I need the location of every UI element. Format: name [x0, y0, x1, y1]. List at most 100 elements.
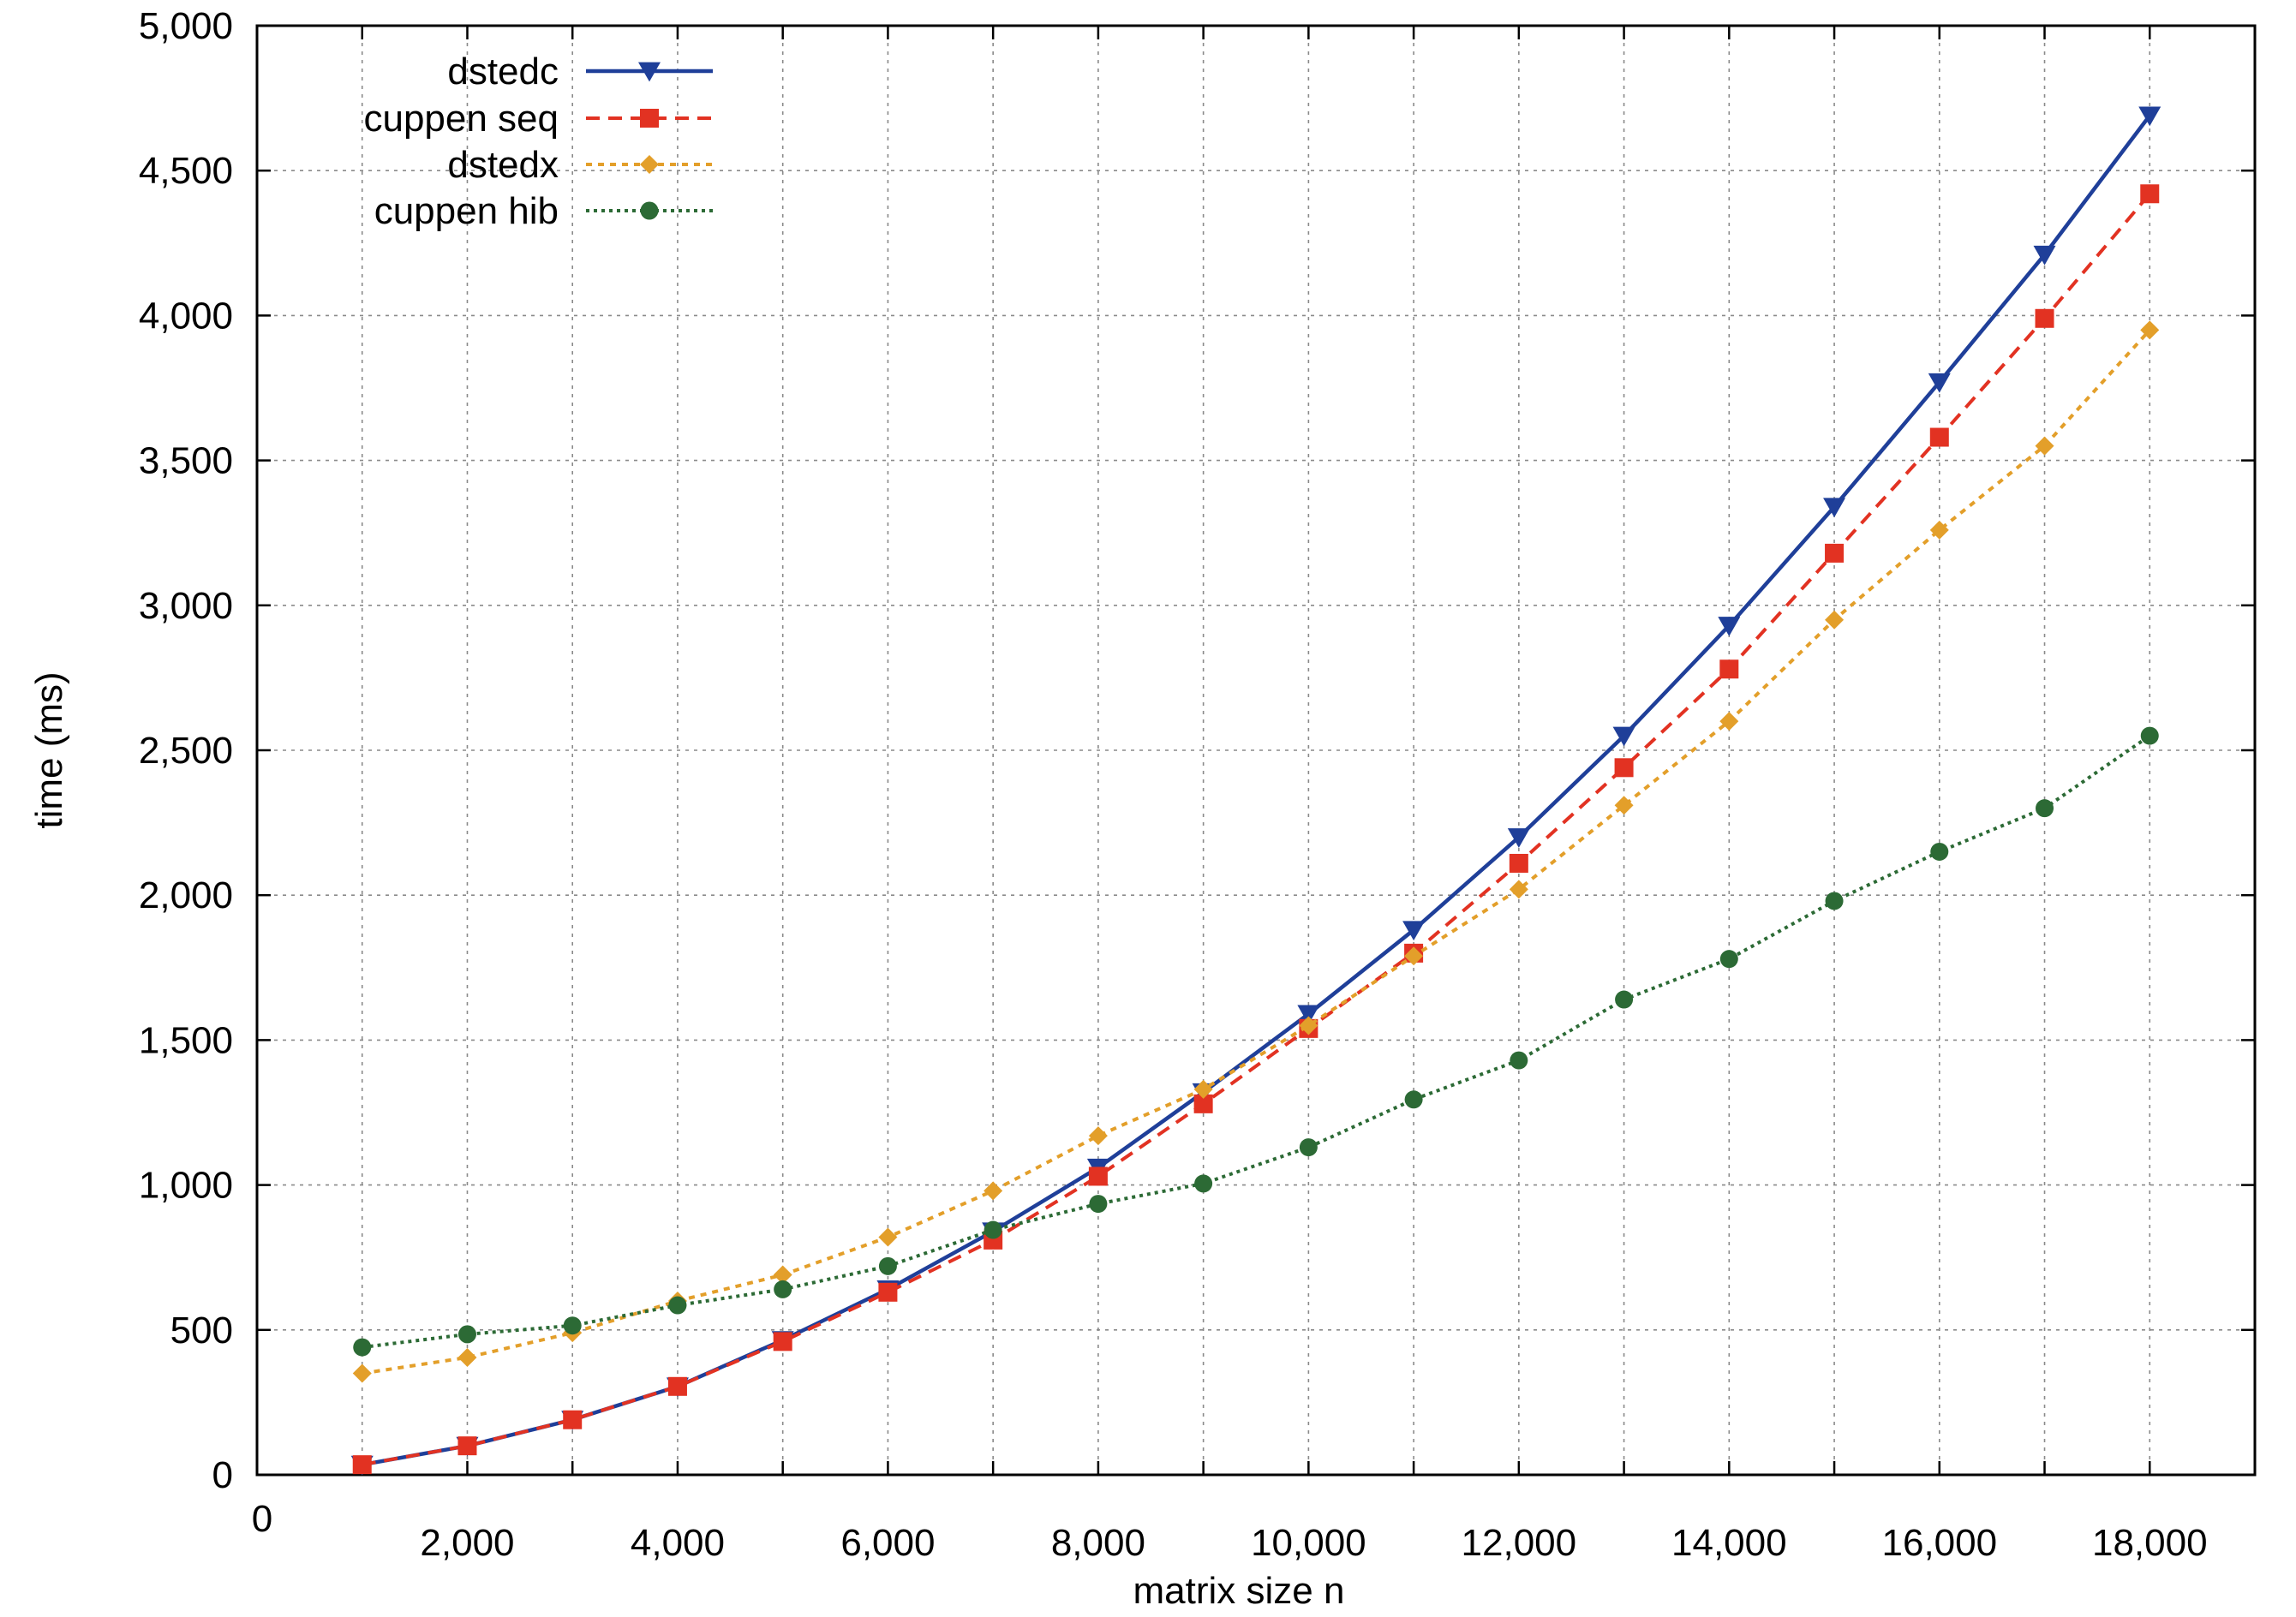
y-tick-label: 4,500 — [139, 150, 233, 192]
data-point — [773, 1332, 792, 1351]
data-point — [563, 1410, 583, 1429]
axis-ticks — [257, 24, 2255, 1477]
data-point — [2035, 308, 2054, 328]
x-tick-label: 10,000 — [1251, 1522, 1366, 1564]
x-tick-label: 8,000 — [1051, 1522, 1145, 1564]
data-point — [1299, 1016, 1318, 1035]
data-point — [1194, 1174, 1213, 1193]
legend-marker — [640, 201, 659, 220]
y-tick-labels: 0 500 1,000 1,500 2,000 2,500 3,000 3,500 4,000 4… — [139, 5, 233, 1496]
legend-marker — [640, 109, 659, 128]
data-point — [1088, 1167, 1108, 1186]
data-point — [1510, 1051, 1528, 1070]
legend-marker — [638, 62, 661, 82]
data-point — [2140, 184, 2160, 204]
data-point — [878, 1282, 898, 1302]
data-point — [878, 1256, 897, 1275]
data-point — [1193, 1079, 1213, 1099]
data-point — [457, 1347, 477, 1367]
data-point — [1089, 1195, 1108, 1214]
data-point — [1615, 990, 1634, 1009]
legend-label: dstedc — [447, 51, 559, 92]
y-tick-label: 4,000 — [139, 295, 233, 337]
series-line — [362, 114, 2152, 1467]
legend-label: cuppen hib — [374, 190, 559, 232]
data-point — [1507, 828, 1530, 848]
data-point — [1825, 892, 1844, 910]
x-tick-label: 16,000 — [1882, 1522, 1998, 1564]
data-point — [1614, 796, 1634, 815]
data-point — [878, 1227, 898, 1247]
series-cuppen-hib — [353, 726, 2159, 1357]
data-point — [984, 1220, 1002, 1239]
y-axis-title: time (ms) — [28, 671, 70, 828]
series-line — [362, 328, 2151, 1375]
legend-marker — [640, 155, 659, 174]
x-tick-label: 12,000 — [1462, 1522, 1577, 1564]
data-point — [352, 1363, 372, 1383]
data-point — [457, 1436, 477, 1456]
x-tick-label: 4,000 — [631, 1522, 725, 1564]
y-tick-label: 3,000 — [139, 585, 233, 627]
y-tick-label: 5,000 — [139, 5, 233, 47]
data-point — [2033, 245, 2056, 266]
y-tick-label: 2,000 — [139, 874, 233, 916]
data-point — [2036, 799, 2054, 818]
grid — [257, 26, 2255, 1475]
data-point — [1297, 1005, 1320, 1025]
y-tick-label: 1,000 — [139, 1165, 233, 1207]
data-point — [1193, 1094, 1213, 1113]
data-point — [1404, 946, 1424, 966]
y-tick-label: 0 — [212, 1454, 233, 1496]
data-point — [1614, 758, 1634, 778]
x-origin-label: 0 — [252, 1498, 272, 1540]
data-point — [2035, 436, 2054, 456]
data-point — [2140, 726, 2159, 745]
data-point — [1719, 659, 1739, 679]
data-point — [1509, 853, 1528, 873]
legend-entry: cuppen hib — [374, 190, 713, 232]
data-point — [1823, 498, 1846, 518]
data-point — [2138, 106, 2161, 127]
x-tick-labels: 2,000 4,000 6,000 8,000 10,000 12,000 14,000 16… — [420, 1522, 2207, 1564]
data-point — [774, 1280, 792, 1298]
x-tick-label: 14,000 — [1671, 1522, 1787, 1564]
data-point — [563, 1316, 582, 1335]
legend-entry: dstedc — [447, 51, 713, 92]
series-line — [362, 192, 2151, 1467]
series-line — [362, 734, 2151, 1350]
data-point — [1718, 617, 1741, 636]
legend-entry: cuppen seq — [363, 98, 713, 140]
data-point — [1930, 842, 1949, 861]
data-point — [1929, 427, 1949, 447]
x-tick-label: 6,000 — [840, 1522, 935, 1564]
y-tick-label: 3,500 — [139, 440, 233, 482]
y-tick-label: 2,500 — [139, 730, 233, 772]
x-tick-label: 2,000 — [420, 1522, 514, 1564]
data-point — [1404, 1090, 1423, 1109]
data-point — [1825, 610, 1845, 629]
data-point — [1825, 543, 1845, 563]
data-point — [1719, 712, 1739, 731]
legend-entry: dstedx — [447, 144, 713, 186]
data-point — [984, 1181, 1003, 1201]
legend-label: cuppen seq — [363, 98, 559, 140]
data-point — [773, 1265, 792, 1285]
data-point — [1299, 1138, 1318, 1157]
data-point — [352, 1455, 372, 1475]
data-point — [457, 1325, 476, 1344]
x-tick-label: 18,000 — [2092, 1522, 2208, 1564]
data-point — [353, 1338, 372, 1357]
data-point — [1928, 373, 1951, 393]
series-layer — [350, 106, 2161, 1476]
data-point — [1719, 950, 1738, 969]
data-point — [1929, 520, 1949, 540]
legend-label: dstedx — [447, 144, 559, 186]
y-tick-label: 1,500 — [139, 1019, 233, 1061]
data-point — [2140, 320, 2160, 340]
y-tick-label: 500 — [170, 1310, 233, 1351]
x-axis-title: matrix size n — [1133, 1570, 1345, 1612]
